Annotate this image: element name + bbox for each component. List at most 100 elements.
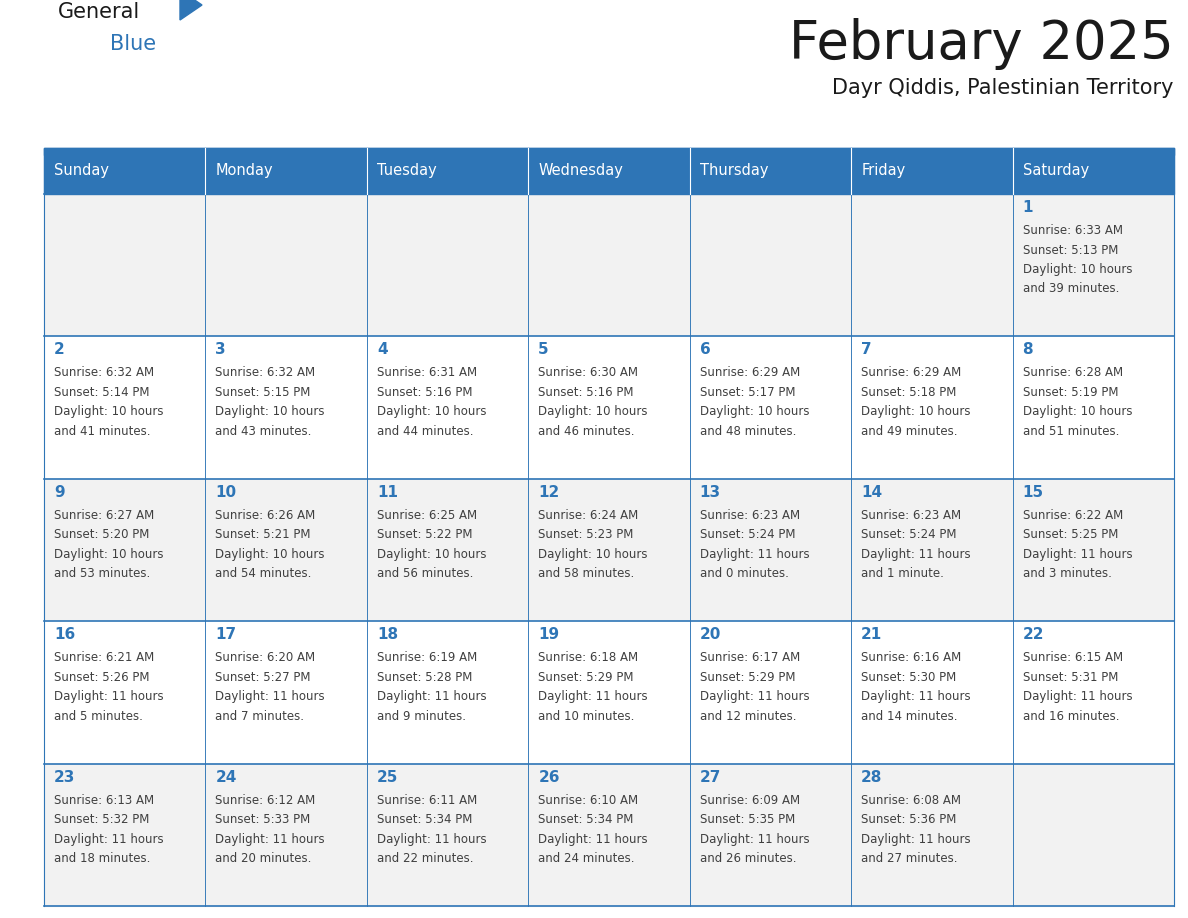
Text: Tuesday: Tuesday: [377, 163, 437, 178]
Text: Sunrise: 6:21 AM: Sunrise: 6:21 AM: [53, 651, 154, 665]
Text: Sunrise: 6:09 AM: Sunrise: 6:09 AM: [700, 793, 800, 807]
Bar: [1012, 148, 1174, 194]
Text: and 10 minutes.: and 10 minutes.: [538, 710, 634, 722]
Text: 18: 18: [377, 627, 398, 643]
Text: Sunrise: 6:18 AM: Sunrise: 6:18 AM: [538, 651, 638, 665]
Text: 24: 24: [215, 769, 236, 785]
Text: and 26 minutes.: and 26 minutes.: [700, 852, 796, 865]
Bar: [44, 148, 1174, 155]
Text: Sunrise: 6:23 AM: Sunrise: 6:23 AM: [700, 509, 800, 521]
Text: Sunrise: 6:28 AM: Sunrise: 6:28 AM: [1023, 366, 1123, 379]
Text: Sunrise: 6:29 AM: Sunrise: 6:29 AM: [861, 366, 961, 379]
Text: Sunset: 5:24 PM: Sunset: 5:24 PM: [700, 528, 795, 542]
Text: Sunrise: 6:16 AM: Sunrise: 6:16 AM: [861, 651, 961, 665]
Text: Sunrise: 6:29 AM: Sunrise: 6:29 AM: [700, 366, 800, 379]
Text: Daylight: 10 hours: Daylight: 10 hours: [1023, 263, 1132, 276]
Text: Sunset: 5:33 PM: Sunset: 5:33 PM: [215, 813, 311, 826]
Text: Sunset: 5:19 PM: Sunset: 5:19 PM: [1023, 386, 1118, 399]
Text: 28: 28: [861, 769, 883, 785]
Text: General: General: [58, 2, 140, 22]
Text: Sunrise: 6:12 AM: Sunrise: 6:12 AM: [215, 793, 316, 807]
Text: and 56 minutes.: and 56 minutes.: [377, 567, 473, 580]
Text: Daylight: 11 hours: Daylight: 11 hours: [377, 833, 486, 845]
Text: and 5 minutes.: and 5 minutes.: [53, 710, 143, 722]
Text: Daylight: 11 hours: Daylight: 11 hours: [53, 833, 164, 845]
Text: Sunset: 5:29 PM: Sunset: 5:29 PM: [700, 671, 795, 684]
Text: Sunset: 5:36 PM: Sunset: 5:36 PM: [861, 813, 956, 826]
Text: and 16 minutes.: and 16 minutes.: [1023, 710, 1119, 722]
Text: 19: 19: [538, 627, 560, 643]
Text: Saturday: Saturday: [1023, 163, 1089, 178]
Text: and 0 minutes.: and 0 minutes.: [700, 567, 789, 580]
Text: Wednesday: Wednesday: [538, 163, 624, 178]
Bar: [529, 148, 690, 194]
Text: 26: 26: [538, 769, 560, 785]
Text: 9: 9: [53, 485, 64, 499]
Text: Daylight: 11 hours: Daylight: 11 hours: [700, 548, 809, 561]
Text: and 22 minutes.: and 22 minutes.: [377, 852, 473, 865]
Text: and 44 minutes.: and 44 minutes.: [377, 425, 473, 438]
Text: Daylight: 11 hours: Daylight: 11 hours: [1023, 548, 1132, 561]
Bar: [44, 479, 1174, 621]
Text: 13: 13: [700, 485, 721, 499]
Text: Thursday: Thursday: [700, 163, 769, 178]
Text: Sunrise: 6:08 AM: Sunrise: 6:08 AM: [861, 793, 961, 807]
Text: 20: 20: [700, 627, 721, 643]
Text: Daylight: 11 hours: Daylight: 11 hours: [215, 833, 326, 845]
Text: Sunrise: 6:30 AM: Sunrise: 6:30 AM: [538, 366, 638, 379]
Text: 17: 17: [215, 627, 236, 643]
Text: Monday: Monday: [215, 163, 273, 178]
Text: and 1 minute.: and 1 minute.: [861, 567, 944, 580]
Polygon shape: [181, 0, 202, 20]
Text: Sunrise: 6:11 AM: Sunrise: 6:11 AM: [377, 793, 478, 807]
Text: and 46 minutes.: and 46 minutes.: [538, 425, 634, 438]
Bar: [367, 148, 529, 194]
Text: Sunrise: 6:25 AM: Sunrise: 6:25 AM: [377, 509, 478, 521]
Text: Daylight: 11 hours: Daylight: 11 hours: [538, 690, 647, 703]
Text: 5: 5: [538, 342, 549, 357]
Text: Sunset: 5:21 PM: Sunset: 5:21 PM: [215, 528, 311, 542]
Text: and 39 minutes.: and 39 minutes.: [1023, 283, 1119, 296]
Text: Daylight: 11 hours: Daylight: 11 hours: [861, 690, 971, 703]
Text: Daylight: 11 hours: Daylight: 11 hours: [861, 833, 971, 845]
Text: 12: 12: [538, 485, 560, 499]
Text: Sunset: 5:23 PM: Sunset: 5:23 PM: [538, 528, 633, 542]
Text: 6: 6: [700, 342, 710, 357]
Text: and 53 minutes.: and 53 minutes.: [53, 567, 150, 580]
Text: Sunrise: 6:32 AM: Sunrise: 6:32 AM: [53, 366, 154, 379]
Text: Sunset: 5:28 PM: Sunset: 5:28 PM: [377, 671, 473, 684]
Text: Sunset: 5:22 PM: Sunset: 5:22 PM: [377, 528, 473, 542]
Text: Sunset: 5:16 PM: Sunset: 5:16 PM: [538, 386, 633, 399]
Text: Sunset: 5:30 PM: Sunset: 5:30 PM: [861, 671, 956, 684]
Text: Sunrise: 6:27 AM: Sunrise: 6:27 AM: [53, 509, 154, 521]
Text: and 48 minutes.: and 48 minutes.: [700, 425, 796, 438]
Text: Sunrise: 6:10 AM: Sunrise: 6:10 AM: [538, 793, 638, 807]
Text: Sunset: 5:25 PM: Sunset: 5:25 PM: [1023, 528, 1118, 542]
Bar: [690, 148, 851, 194]
Text: and 9 minutes.: and 9 minutes.: [377, 710, 466, 722]
Text: Sunday: Sunday: [53, 163, 109, 178]
Text: and 41 minutes.: and 41 minutes.: [53, 425, 151, 438]
Text: Daylight: 10 hours: Daylight: 10 hours: [215, 406, 326, 419]
Text: 16: 16: [53, 627, 75, 643]
Text: Sunset: 5:24 PM: Sunset: 5:24 PM: [861, 528, 956, 542]
Bar: [44, 194, 1174, 336]
Bar: [44, 764, 1174, 906]
Text: Sunrise: 6:15 AM: Sunrise: 6:15 AM: [1023, 651, 1123, 665]
Text: Daylight: 10 hours: Daylight: 10 hours: [700, 406, 809, 419]
Text: and 18 minutes.: and 18 minutes.: [53, 852, 151, 865]
Text: February 2025: February 2025: [789, 18, 1174, 70]
Text: Sunset: 5:26 PM: Sunset: 5:26 PM: [53, 671, 150, 684]
Text: Daylight: 11 hours: Daylight: 11 hours: [700, 833, 809, 845]
Text: Sunrise: 6:23 AM: Sunrise: 6:23 AM: [861, 509, 961, 521]
Text: 22: 22: [1023, 627, 1044, 643]
Text: Sunset: 5:32 PM: Sunset: 5:32 PM: [53, 813, 150, 826]
Text: Sunset: 5:20 PM: Sunset: 5:20 PM: [53, 528, 150, 542]
Text: Daylight: 11 hours: Daylight: 11 hours: [700, 690, 809, 703]
Bar: [851, 148, 1012, 194]
Text: 21: 21: [861, 627, 883, 643]
Text: Friday: Friday: [861, 163, 905, 178]
Text: Sunrise: 6:20 AM: Sunrise: 6:20 AM: [215, 651, 316, 665]
Text: Daylight: 11 hours: Daylight: 11 hours: [53, 690, 164, 703]
Text: and 20 minutes.: and 20 minutes.: [215, 852, 311, 865]
